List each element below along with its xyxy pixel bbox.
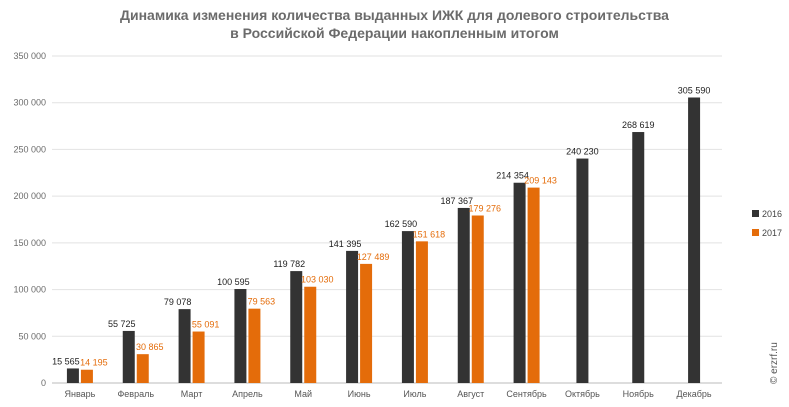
bar-2016-2 bbox=[122, 330, 135, 383]
y-tick-label: 50 000 bbox=[18, 331, 46, 341]
legend-label-2016: 2016 bbox=[762, 209, 782, 219]
x-tick-label: Март bbox=[181, 389, 203, 399]
x-tick-label: Июнь bbox=[348, 389, 371, 399]
data-label-2016: 79 078 bbox=[164, 297, 192, 307]
legend-swatch-2017 bbox=[752, 229, 759, 236]
bar-2016-4 bbox=[234, 289, 247, 383]
bar-2017-7 bbox=[415, 241, 428, 383]
x-tick-label: Октябрь bbox=[565, 389, 600, 399]
y-tick-label: 150 000 bbox=[13, 238, 46, 248]
bar-2017-2 bbox=[136, 354, 149, 383]
x-tick-label: Ноябрь bbox=[623, 389, 655, 399]
bar-2017-6 bbox=[360, 263, 373, 383]
bar-2017-3 bbox=[192, 331, 205, 383]
data-label-2016: 268 619 bbox=[622, 120, 655, 130]
chart-title: Динамика изменения количества выданных И… bbox=[0, 6, 789, 42]
chart-title-line-2: в Российской Федерации накопленным итого… bbox=[230, 25, 559, 41]
data-label-2016: 15 565 bbox=[52, 356, 80, 366]
data-label-2016: 119 782 bbox=[273, 259, 305, 269]
data-label-2016: 162 590 bbox=[385, 219, 418, 229]
bar-2017-8 bbox=[471, 215, 484, 383]
data-label-2017: 79 563 bbox=[248, 297, 276, 307]
x-tick-label: Сентябрь bbox=[506, 389, 547, 399]
data-label-2017: 30 865 bbox=[136, 342, 164, 352]
data-label-2017: 127 489 bbox=[357, 252, 390, 262]
y-tick-label: 100 000 bbox=[13, 285, 46, 295]
bar-2016-8 bbox=[457, 207, 470, 383]
source-label: © erzrf.ru bbox=[769, 342, 780, 384]
data-label-2016: 240 230 bbox=[566, 147, 599, 157]
x-tick-label: Апрель bbox=[232, 389, 263, 399]
bar-2017-1 bbox=[80, 369, 93, 383]
data-label-2017: 14 195 bbox=[80, 358, 108, 368]
bar-2016-7 bbox=[401, 231, 414, 383]
bar-2016-3 bbox=[178, 309, 191, 383]
bar-2016-9 bbox=[513, 182, 526, 383]
data-label-2017: 151 618 bbox=[413, 229, 446, 239]
x-tick-label: Июль bbox=[403, 389, 426, 399]
x-tick-label: Май bbox=[294, 389, 312, 399]
legend-swatch-2016 bbox=[752, 210, 759, 217]
bar-2016-11 bbox=[632, 132, 645, 383]
y-tick-label: 350 000 bbox=[13, 51, 46, 61]
y-tick-label: 0 bbox=[41, 378, 46, 388]
data-label-2016: 141 395 bbox=[329, 239, 362, 249]
data-label-2016: 214 354 bbox=[496, 171, 529, 181]
y-tick-label: 250 000 bbox=[13, 144, 46, 154]
bar-2016-1 bbox=[66, 368, 79, 383]
chart-title-line-1: Динамика изменения количества выданных И… bbox=[120, 7, 669, 23]
bar-2016-6 bbox=[346, 250, 359, 383]
data-label-2017: 55 091 bbox=[192, 320, 220, 330]
legend-label-2017: 2017 bbox=[762, 228, 782, 238]
y-tick-label: 300 000 bbox=[13, 98, 46, 108]
data-label-2017: 103 030 bbox=[301, 275, 334, 285]
bar-2017-9 bbox=[527, 187, 540, 383]
bar-2016-12 bbox=[688, 97, 701, 383]
x-tick-label: Декабрь bbox=[677, 389, 712, 399]
x-tick-label: Февраль bbox=[117, 389, 154, 399]
bar-2017-4 bbox=[248, 308, 261, 383]
data-label-2017: 179 276 bbox=[468, 204, 501, 214]
bar-2016-5 bbox=[290, 271, 303, 383]
data-label-2016: 100 595 bbox=[217, 277, 250, 287]
y-tick-label: 200 000 bbox=[13, 191, 46, 201]
bar-2016-10 bbox=[576, 158, 589, 383]
x-tick-label: Август bbox=[457, 389, 484, 399]
data-label-2016: 187 367 bbox=[440, 196, 473, 206]
x-tick-label: Январь bbox=[64, 389, 95, 399]
data-label-2017: 209 143 bbox=[524, 176, 557, 186]
data-label-2016: 305 590 bbox=[678, 85, 711, 95]
data-label-2016: 55 725 bbox=[108, 319, 136, 329]
bar-2017-5 bbox=[304, 286, 317, 383]
